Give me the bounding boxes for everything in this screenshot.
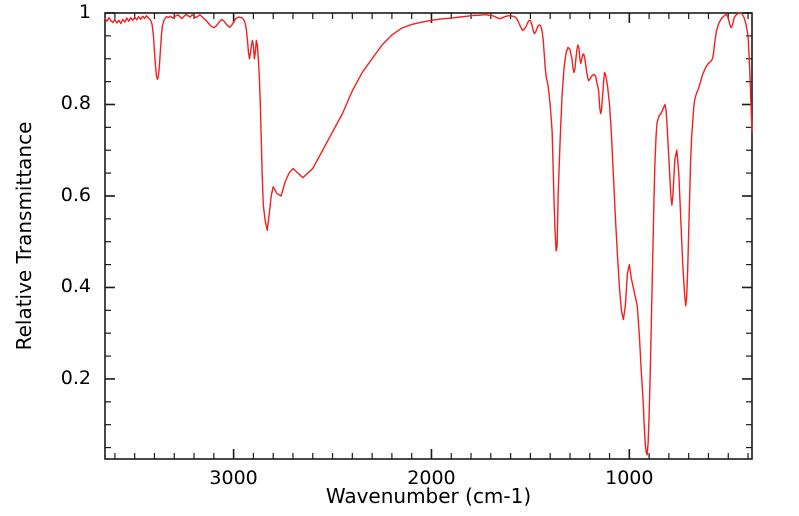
spectrum-line [104,12,753,456]
y-axis-title: Relative Transmittance [12,121,36,351]
y-tick-label: 0.8 [60,92,91,115]
x-tick-label: 2000 [407,467,456,489]
y-axis-major-ticks [105,12,752,380]
x-axis-minor-ticks [114,13,749,459]
x-axis-title: Wavenumber (cm-1) [325,484,532,508]
y-tick-label: 1 [78,1,91,23]
plot-frame [104,12,753,460]
y-tick-label: 0.4 [60,275,91,298]
spectrum-trace-group [104,12,753,456]
x-tick-label: 3000 [209,467,258,489]
x-tick-label: 1000 [605,467,654,489]
y-tick-label: 0.2 [60,366,91,389]
x-axis-major-ticks [232,13,631,459]
y-axis-minor-ticks [105,35,752,449]
y-tick-label: 0.6 [60,183,91,206]
axes-frame [104,12,753,460]
